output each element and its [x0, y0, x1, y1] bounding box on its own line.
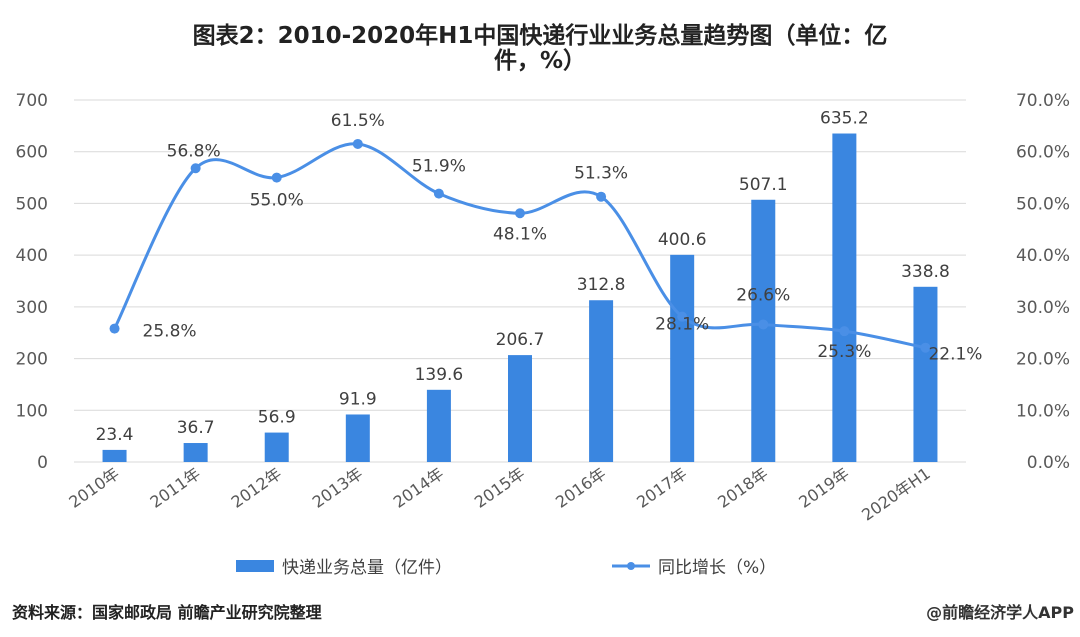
bar [102, 449, 127, 462]
bar-value-label: 23.4 [96, 425, 134, 445]
line-point [677, 311, 688, 322]
right-axis-ticks: 0.0% 10.0% 20.0% 30.0% 40.0% 50.0% 60.0% 70.0% [1016, 91, 1070, 473]
line-value-label: 25.8% [143, 322, 197, 342]
bar [589, 300, 614, 462]
line-point [515, 208, 525, 219]
line-value-label: 22.1% [928, 345, 982, 365]
line-value-label: 51.3% [574, 164, 628, 184]
chart-title-line1: 图表2：2010-2020年H1中国快递行业业务总量趋势图（单位：亿 [192, 23, 888, 49]
line-point [190, 163, 201, 174]
y-left-tick-label: 200 [16, 350, 48, 370]
bar [183, 443, 208, 462]
bar-value-label: 206.7 [496, 330, 545, 350]
x-tick-label: 2014年 [390, 464, 447, 512]
line-point [109, 323, 120, 334]
y-left-tick-label: 400 [16, 246, 48, 266]
bar-value-label: 36.7 [177, 418, 215, 438]
line-value-label: 25.3% [817, 342, 871, 362]
line-point [433, 188, 444, 199]
line-point [758, 319, 769, 330]
brand-mark: @前瞻经济学人APP [926, 603, 1074, 622]
y-right-tick-label: 30.0% [1016, 298, 1070, 318]
x-tick-label: 2013年 [309, 464, 366, 512]
x-tick-label: 2018年 [714, 464, 771, 512]
chart-title: 图表2：2010-2020年H1中国快递行业业务总量趋势图（单位：亿 件，%） [30, 24, 1050, 74]
line-value-label: 55.0% [250, 191, 304, 211]
y-right-tick-label: 70.0% [1016, 91, 1070, 111]
growth-line [113, 142, 926, 350]
bar-value-label: 139.6 [415, 365, 464, 385]
x-tick-label: 2019年 [795, 464, 852, 512]
legend-line-marker [627, 562, 635, 570]
line-value-label: 26.6% [736, 285, 790, 305]
x-tick-label: 2011年 [147, 464, 204, 512]
y-right-tick-label: 0.0% [1027, 453, 1070, 473]
source-note: 资料来源：国家邮政局 前瞻产业研究院整理 [12, 603, 322, 622]
line-point [271, 172, 282, 183]
bar-data-labels: 23.4 36.7 56.9 91.9 139.6 206.7 312.8 400.6 507.… [96, 109, 950, 445]
legend-bar-swatch [236, 560, 274, 572]
line-point [920, 342, 931, 353]
y-right-tick-label: 50.0% [1016, 194, 1070, 214]
legend: 快递业务总量（亿件） 同比增长（%） [236, 558, 776, 578]
x-tick-label: 2015年 [471, 464, 528, 512]
x-tick-label: 2010年 [65, 464, 122, 512]
bar-value-label: 56.9 [258, 408, 296, 428]
y-left-tick-label: 700 [16, 91, 48, 111]
x-tick-label: 2017年 [633, 464, 690, 512]
y-right-tick-label: 10.0% [1016, 401, 1070, 421]
y-left-tick-label: 500 [16, 194, 48, 214]
bar [426, 389, 451, 462]
line-point [596, 191, 607, 202]
bar-value-label: 400.6 [658, 230, 707, 250]
y-left-tick-label: 600 [16, 143, 48, 163]
chart-title-line2: 件，%） [493, 48, 587, 74]
x-tick-label: 2012年 [228, 464, 285, 512]
line-point [839, 326, 850, 337]
line-value-label: 48.1% [493, 224, 547, 244]
bar-value-label: 507.1 [739, 175, 788, 195]
y-right-tick-label: 40.0% [1016, 246, 1070, 266]
y-right-tick-label: 20.0% [1016, 350, 1070, 370]
line-data-labels: 25.8% 56.8% 55.0% 61.5% 51.9% 48.1% 51.3% 28.1%… [143, 111, 983, 365]
y-left-tick-label: 0 [37, 453, 48, 473]
bar [751, 199, 776, 463]
bar-value-label: 312.8 [577, 275, 626, 295]
bar-series [102, 133, 938, 463]
bar-value-label: 635.2 [820, 109, 869, 129]
legend-bar-label: 快递业务总量（亿件） [282, 558, 452, 578]
bar [913, 286, 938, 462]
bar [264, 432, 289, 462]
y-left-tick-label: 100 [16, 401, 48, 421]
line-value-label: 51.9% [412, 157, 466, 177]
bar [345, 414, 370, 462]
legend-line-label: 同比增长（%） [658, 558, 776, 578]
line-value-label: 56.8% [167, 141, 221, 161]
line-series [109, 138, 931, 353]
y-right-tick-label: 60.0% [1016, 143, 1070, 163]
bar-value-label: 338.8 [901, 262, 950, 282]
left-axis-ticks: 0 100 200 300 400 500 600 700 [16, 91, 48, 473]
x-axis-ticks: 2010年 2011年 2012年 2013年 2014年 2015年 2016年 2017年… [65, 464, 933, 525]
y-left-tick-label: 300 [16, 298, 48, 318]
bar [508, 355, 532, 462]
bar [832, 133, 857, 462]
x-tick-label: 2016年 [552, 464, 609, 512]
bar-value-label: 91.9 [339, 389, 377, 409]
line-value-label: 28.1% [655, 315, 709, 335]
line-value-label: 61.5% [331, 111, 385, 131]
bar [670, 254, 695, 462]
line-point [352, 138, 363, 149]
x-tick-label: 2020年H1 [858, 464, 934, 525]
